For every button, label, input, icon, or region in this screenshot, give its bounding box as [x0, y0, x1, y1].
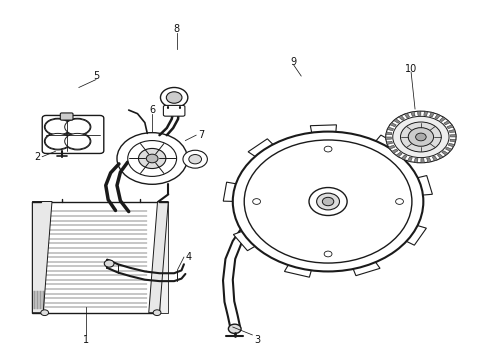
Circle shape — [233, 132, 423, 271]
Text: 1: 1 — [83, 334, 89, 345]
Text: 8: 8 — [173, 24, 180, 35]
Text: 7: 7 — [198, 130, 204, 140]
Ellipse shape — [45, 133, 72, 150]
Polygon shape — [392, 149, 398, 153]
Circle shape — [228, 324, 241, 333]
Polygon shape — [343, 176, 432, 202]
Circle shape — [400, 122, 441, 152]
Circle shape — [189, 154, 201, 164]
FancyBboxPatch shape — [60, 113, 73, 120]
Polygon shape — [435, 114, 441, 119]
Circle shape — [324, 146, 332, 152]
Circle shape — [160, 87, 188, 108]
Polygon shape — [398, 116, 404, 120]
Polygon shape — [437, 154, 443, 158]
Polygon shape — [223, 182, 312, 203]
Circle shape — [244, 140, 412, 263]
Text: 4: 4 — [186, 252, 192, 262]
Circle shape — [41, 310, 49, 316]
Circle shape — [153, 310, 161, 316]
Polygon shape — [390, 123, 396, 127]
Polygon shape — [427, 158, 431, 162]
Ellipse shape — [64, 133, 91, 150]
Polygon shape — [341, 204, 426, 245]
Circle shape — [147, 154, 158, 163]
Polygon shape — [401, 155, 407, 160]
Ellipse shape — [45, 119, 71, 135]
Circle shape — [386, 111, 456, 163]
Ellipse shape — [65, 119, 90, 135]
Polygon shape — [421, 158, 424, 163]
Polygon shape — [450, 134, 456, 137]
Text: 9: 9 — [291, 57, 297, 67]
Text: 10: 10 — [405, 64, 417, 74]
Ellipse shape — [45, 134, 71, 149]
Circle shape — [395, 199, 403, 204]
Polygon shape — [396, 152, 402, 157]
Circle shape — [416, 133, 426, 141]
Polygon shape — [284, 212, 327, 277]
Polygon shape — [310, 125, 337, 190]
Ellipse shape — [45, 118, 72, 135]
Polygon shape — [442, 151, 448, 155]
Circle shape — [322, 197, 334, 206]
Polygon shape — [32, 202, 159, 313]
Polygon shape — [149, 202, 168, 313]
Circle shape — [309, 188, 347, 216]
Polygon shape — [233, 206, 317, 251]
Polygon shape — [417, 111, 421, 116]
Polygon shape — [447, 125, 453, 129]
Polygon shape — [444, 121, 450, 125]
Circle shape — [183, 150, 207, 168]
Polygon shape — [387, 127, 393, 131]
Polygon shape — [424, 111, 428, 116]
Polygon shape — [445, 147, 452, 151]
Polygon shape — [41, 202, 168, 313]
Text: 5: 5 — [93, 71, 99, 81]
Polygon shape — [448, 143, 455, 147]
Text: 3: 3 — [254, 334, 260, 345]
Circle shape — [104, 260, 114, 267]
Polygon shape — [393, 119, 400, 123]
Polygon shape — [404, 113, 410, 118]
Circle shape — [393, 116, 449, 158]
Circle shape — [166, 92, 182, 103]
Polygon shape — [335, 135, 402, 193]
Circle shape — [253, 199, 261, 204]
Polygon shape — [331, 211, 380, 276]
Polygon shape — [389, 145, 395, 149]
Circle shape — [128, 140, 176, 176]
Ellipse shape — [65, 134, 90, 149]
Polygon shape — [386, 132, 392, 135]
FancyBboxPatch shape — [163, 105, 185, 116]
Polygon shape — [440, 117, 446, 122]
FancyBboxPatch shape — [42, 116, 104, 153]
Polygon shape — [429, 112, 434, 117]
Circle shape — [117, 133, 187, 184]
Circle shape — [139, 148, 166, 168]
Polygon shape — [432, 156, 438, 161]
Polygon shape — [386, 137, 392, 139]
Polygon shape — [387, 141, 392, 144]
Circle shape — [408, 128, 434, 146]
Ellipse shape — [64, 118, 91, 135]
Polygon shape — [32, 202, 52, 313]
Circle shape — [324, 251, 332, 257]
Polygon shape — [414, 158, 418, 163]
Polygon shape — [408, 157, 412, 162]
Polygon shape — [411, 112, 415, 116]
Polygon shape — [450, 139, 456, 142]
Text: 6: 6 — [149, 105, 155, 115]
Text: 2: 2 — [34, 152, 41, 162]
Circle shape — [317, 193, 340, 210]
Polygon shape — [449, 130, 455, 133]
Polygon shape — [248, 139, 319, 195]
